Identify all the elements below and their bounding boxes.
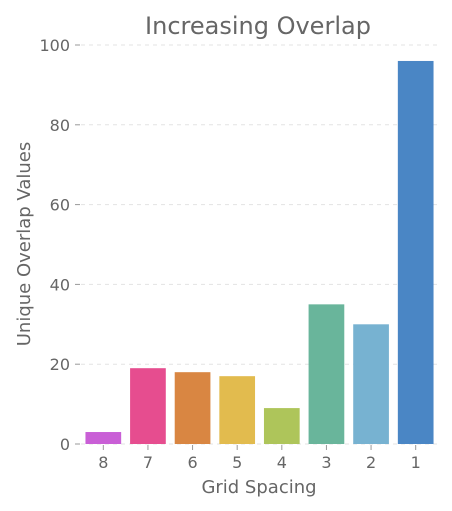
bar-3 (308, 304, 345, 444)
x-axis-label: Grid Spacing (201, 477, 316, 498)
bar-8 (85, 432, 122, 444)
x-tick-label: 1 (411, 453, 421, 472)
chart-title: Increasing Overlap (145, 12, 371, 40)
x-tick-label: 5 (232, 453, 242, 472)
x-axis-ticks: 8 7 6 5 4 3 2 1 (98, 445, 421, 472)
y-tick-label: 100 (39, 36, 70, 55)
x-tick-label: 2 (366, 453, 376, 472)
bar-2 (353, 324, 389, 444)
y-tick-label: 40 (50, 275, 70, 294)
y-axis-ticks: 0 20 40 60 80 100 (39, 36, 80, 454)
x-tick-label: 6 (187, 453, 197, 472)
y-tick-label: 80 (50, 116, 70, 135)
y-tick-label: 0 (60, 435, 70, 454)
bar-1 (397, 60, 434, 445)
bars-layer (85, 60, 434, 445)
x-tick-label: 3 (321, 453, 331, 472)
bar-5 (219, 376, 256, 444)
x-tick-label: 4 (277, 453, 287, 472)
bar-4 (263, 408, 300, 444)
y-axis-label: Unique Overlap Values (14, 142, 35, 347)
bar-7 (130, 368, 166, 444)
x-tick-label: 8 (98, 453, 108, 472)
x-tick-label: 7 (143, 453, 153, 472)
y-tick-label: 20 (50, 355, 70, 374)
bar-6 (174, 372, 211, 444)
y-tick-label: 60 (50, 196, 70, 215)
